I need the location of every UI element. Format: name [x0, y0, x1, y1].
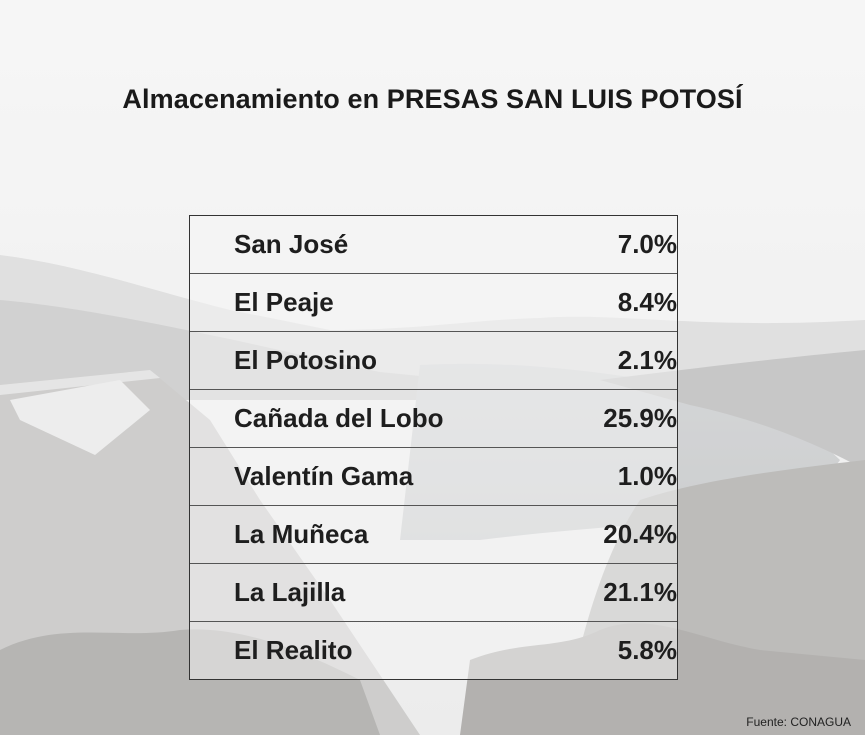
table-row: La Lajilla 21.1% — [190, 564, 677, 622]
dam-name: El Potosino — [234, 345, 377, 375]
storage-value: 25.9% — [603, 403, 677, 433]
dam-name: La Muñeca — [234, 519, 369, 549]
storage-value: 8.4% — [617, 287, 677, 317]
source-credit: Fuente: CONAGUA — [746, 715, 851, 729]
storage-value: 1.0% — [617, 461, 677, 491]
dam-name: Valentín Gama — [234, 461, 414, 491]
page-title: Almacenamiento en PRESAS SAN LUIS POTOSÍ — [122, 84, 743, 114]
table-row: El Potosino 2.1% — [190, 332, 677, 390]
dam-name: El Peaje — [234, 287, 334, 317]
dam-storage-table: San José 7.0% El Peaje 8.4% El Potosino … — [189, 215, 678, 680]
table-row: El Realito 5.8% — [190, 622, 677, 679]
storage-value: 7.0% — [617, 229, 677, 259]
storage-value: 5.8% — [617, 635, 677, 665]
storage-value: 20.4% — [603, 519, 677, 549]
table-row: El Peaje 8.4% — [190, 274, 677, 332]
dam-name: El Realito — [234, 635, 353, 665]
dam-name: Cañada del Lobo — [234, 403, 444, 433]
dam-name: San José — [234, 229, 349, 259]
table-row: Cañada del Lobo 25.9% — [190, 390, 677, 448]
table-row: La Muñeca 20.4% — [190, 506, 677, 564]
table-row: Valentín Gama 1.0% — [190, 448, 677, 506]
table-row: San José 7.0% — [190, 216, 677, 274]
dam-name: La Lajilla — [234, 577, 346, 607]
storage-value: 2.1% — [617, 345, 677, 375]
storage-value: 21.1% — [603, 577, 677, 607]
